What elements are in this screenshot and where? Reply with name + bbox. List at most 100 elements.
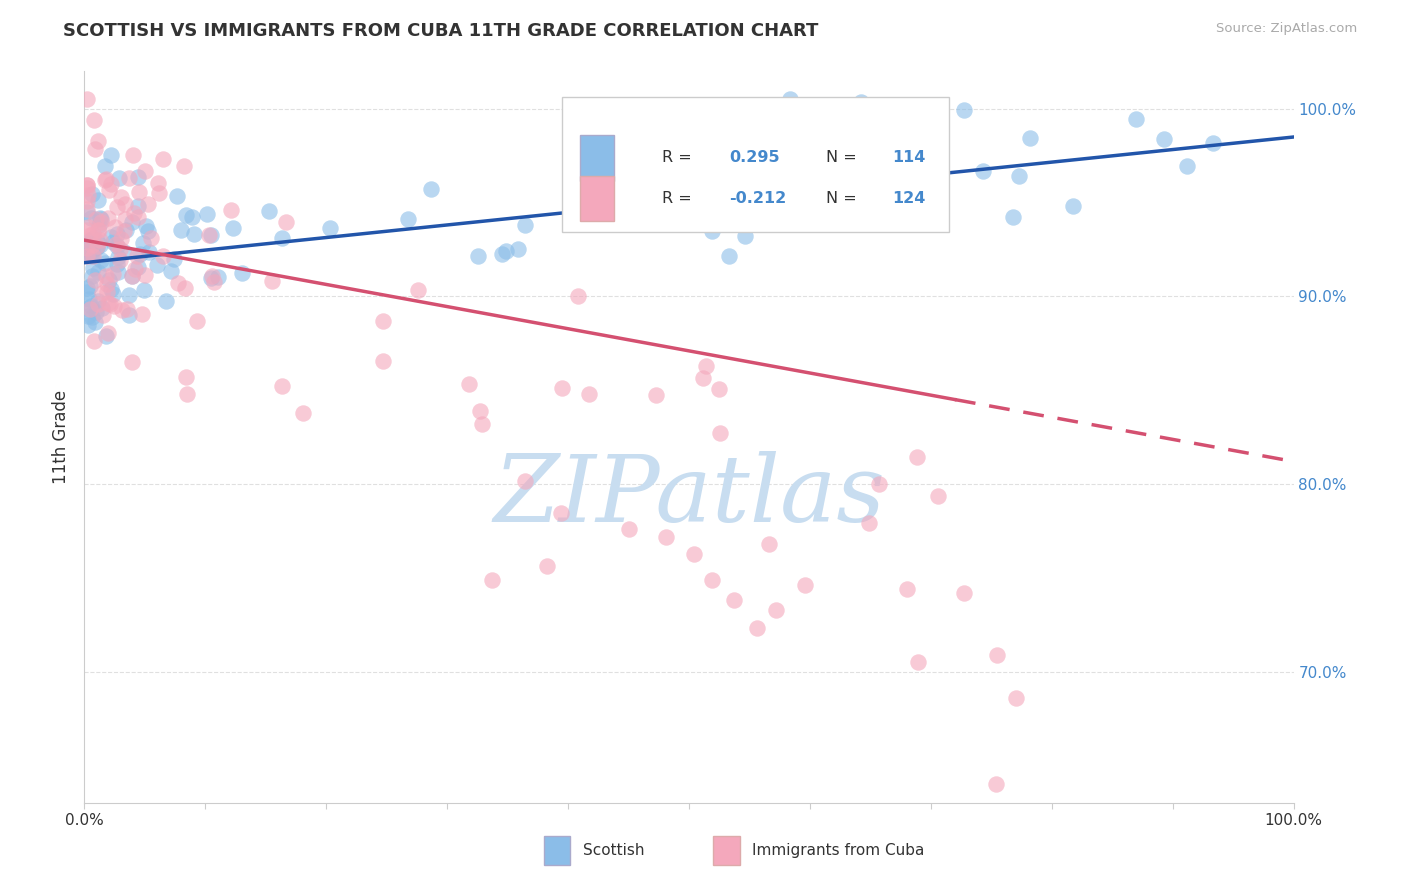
Point	[174, 281, 197, 295]
Point	[76, 239, 98, 253]
Point	[114, 212, 136, 227]
Point	[1062, 199, 1084, 213]
Point	[1001, 210, 1024, 224]
Point	[100, 147, 122, 161]
Point	[758, 537, 780, 551]
Point	[146, 258, 169, 272]
Point	[86, 240, 108, 254]
FancyBboxPatch shape	[544, 836, 571, 865]
Point	[132, 236, 155, 251]
Point	[80, 310, 103, 324]
Point	[1004, 690, 1026, 705]
Point	[695, 359, 717, 373]
Point	[86, 240, 108, 254]
Point	[76, 178, 98, 192]
Point	[89, 233, 111, 247]
Point	[183, 227, 205, 242]
Point	[105, 256, 128, 270]
Point	[79, 227, 101, 242]
Point	[794, 578, 817, 592]
Point	[77, 188, 100, 202]
Point	[76, 194, 98, 208]
Point	[692, 371, 714, 385]
Point	[1202, 136, 1225, 150]
Point	[79, 244, 101, 259]
Text: N =: N =	[825, 151, 856, 165]
Point	[148, 186, 170, 201]
Point	[80, 268, 103, 283]
Point	[89, 211, 111, 225]
Text: 0.295: 0.295	[728, 151, 779, 165]
Point	[868, 477, 890, 491]
Point	[107, 250, 129, 264]
Point	[700, 224, 723, 238]
Point	[952, 586, 974, 600]
Point	[107, 227, 129, 242]
Point	[76, 247, 98, 261]
Point	[94, 160, 117, 174]
Point	[84, 305, 107, 319]
Point	[87, 294, 110, 309]
Point	[86, 193, 108, 207]
Point	[121, 214, 143, 228]
Point	[222, 221, 245, 235]
Point	[118, 308, 141, 322]
Point	[84, 315, 107, 329]
Point	[907, 655, 929, 669]
Point	[128, 185, 150, 199]
Point	[83, 273, 105, 287]
Point	[186, 314, 208, 328]
Point	[707, 382, 730, 396]
Point	[97, 211, 120, 225]
Point	[865, 175, 887, 189]
Point	[127, 260, 149, 274]
Point	[197, 228, 219, 243]
Point	[170, 222, 193, 236]
Point	[79, 247, 101, 261]
Point	[110, 189, 132, 203]
Text: R =: R =	[662, 151, 692, 165]
Point	[100, 177, 122, 191]
Point	[605, 189, 627, 203]
Point	[121, 355, 143, 369]
Point	[87, 218, 110, 232]
Point	[655, 530, 678, 544]
Point	[97, 183, 120, 197]
Point	[87, 223, 110, 237]
Point	[567, 289, 589, 303]
Point	[76, 202, 98, 216]
Point	[134, 268, 156, 283]
Point	[905, 450, 928, 464]
Point	[87, 297, 110, 311]
Point	[127, 199, 149, 213]
Point	[104, 219, 127, 234]
Point	[118, 171, 141, 186]
Point	[91, 308, 114, 322]
Point	[779, 93, 801, 107]
Point	[896, 582, 918, 596]
Point	[76, 93, 98, 107]
Point	[1008, 169, 1031, 183]
Point	[83, 334, 105, 348]
Point	[513, 474, 536, 488]
Text: 124: 124	[891, 191, 925, 206]
Point	[86, 239, 108, 253]
Point	[94, 172, 117, 186]
Point	[115, 223, 138, 237]
FancyBboxPatch shape	[562, 97, 949, 232]
Point	[77, 219, 100, 234]
Point	[76, 223, 98, 237]
Point	[96, 277, 118, 291]
Point	[134, 163, 156, 178]
Point	[76, 301, 98, 315]
Point	[77, 310, 100, 324]
Point	[86, 265, 108, 279]
Point	[107, 239, 129, 253]
Point	[174, 208, 197, 222]
Point	[201, 269, 224, 284]
Point	[125, 249, 148, 263]
Point	[683, 547, 706, 561]
Point	[97, 296, 120, 310]
Point	[76, 204, 98, 219]
Point	[76, 180, 98, 194]
